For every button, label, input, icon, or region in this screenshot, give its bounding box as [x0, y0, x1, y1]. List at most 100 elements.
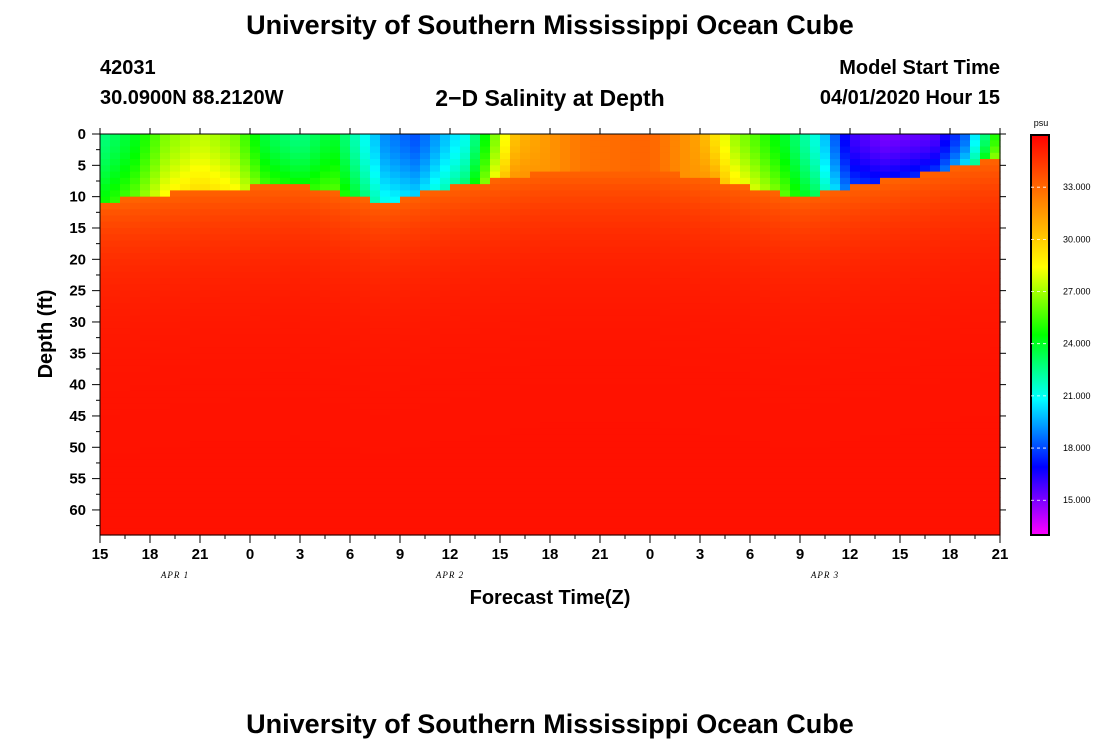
- heatmap-cell: [330, 234, 341, 242]
- heatmap-cell: [190, 403, 201, 411]
- heatmap-cell: [600, 215, 611, 223]
- heatmap-cell: [800, 403, 811, 411]
- heatmap-cell: [400, 340, 411, 348]
- heatmap-cell: [560, 347, 571, 354]
- heatmap-cell: [190, 221, 201, 229]
- heatmap-cell: [540, 159, 551, 166]
- heatmap-cell: [820, 472, 831, 480]
- heatmap-cell: [850, 334, 861, 342]
- heatmap-cell: [730, 290, 741, 298]
- heatmap-cell: [260, 422, 271, 430]
- heatmap-cell: [470, 472, 481, 480]
- heatmap-cell: [610, 334, 621, 342]
- heatmap-cell: [850, 340, 861, 348]
- heatmap-cell: [480, 516, 491, 524]
- heatmap-cell: [110, 315, 121, 323]
- heatmap-cell: [850, 296, 861, 304]
- heatmap-cell: [530, 259, 541, 267]
- heatmap-cell: [500, 296, 511, 304]
- heatmap-cell: [360, 321, 371, 329]
- heatmap-cell: [510, 447, 521, 455]
- heatmap-cell: [770, 146, 781, 154]
- heatmap-cell: [790, 259, 801, 267]
- heatmap-cell: [460, 447, 471, 455]
- heatmap-cell: [300, 472, 311, 480]
- heatmap-cell: [350, 171, 361, 179]
- heatmap-cell: [220, 428, 231, 436]
- heatmap-cell: [570, 434, 581, 442]
- heatmap-cell: [740, 453, 751, 461]
- heatmap-cell: [780, 422, 791, 430]
- heatmap-cell: [290, 227, 301, 235]
- heatmap-cell: [210, 397, 221, 405]
- heatmap-cell: [520, 459, 531, 467]
- heatmap-cell: [740, 353, 751, 361]
- heatmap-cell: [390, 265, 401, 273]
- heatmap-cell: [800, 259, 811, 267]
- heatmap-cell: [740, 177, 751, 185]
- heatmap-cell: [680, 472, 691, 480]
- heatmap-cell: [250, 234, 261, 242]
- heatmap-cell: [520, 466, 531, 473]
- heatmap-cell: [760, 259, 771, 267]
- heatmap-cell: [570, 365, 581, 373]
- heatmap-cell: [590, 152, 601, 160]
- heatmap-cell: [420, 522, 431, 530]
- heatmap-cell: [490, 509, 501, 517]
- heatmap-cell: [590, 134, 601, 141]
- heatmap-cell: [460, 278, 471, 285]
- heatmap-cell: [540, 190, 551, 198]
- heatmap-cell: [290, 340, 301, 348]
- heatmap-cell: [500, 522, 511, 530]
- heatmap-cell: [190, 296, 201, 304]
- heatmap-cell: [300, 209, 311, 217]
- heatmap-cell: [320, 309, 331, 317]
- heatmap-cell: [190, 234, 201, 242]
- heatmap-cell: [590, 428, 601, 436]
- heatmap-cell: [400, 522, 411, 530]
- heatmap-cell: [150, 459, 161, 467]
- heatmap-cell: [360, 359, 371, 367]
- heatmap-cell: [170, 134, 181, 141]
- heatmap-cell: [540, 472, 551, 480]
- heatmap-cell: [180, 221, 191, 229]
- heatmap-cell: [620, 390, 631, 398]
- heatmap-cell: [220, 415, 231, 423]
- heatmap-cell: [630, 453, 641, 461]
- heatmap-cell: [130, 265, 141, 273]
- heatmap-cell: [770, 459, 781, 467]
- heatmap-cell: [100, 290, 111, 298]
- heatmap-cell: [290, 390, 301, 398]
- heatmap-cell: [640, 522, 651, 530]
- heatmap-cell: [140, 372, 151, 379]
- heatmap-cell: [870, 409, 881, 417]
- heatmap-cell: [300, 359, 311, 367]
- heatmap-cell: [270, 146, 281, 154]
- heatmap-cell: [810, 171, 821, 179]
- heatmap-cell: [270, 491, 281, 499]
- heatmap-cell: [540, 503, 551, 511]
- heatmap-cell: [480, 159, 491, 166]
- heatmap-cell: [330, 472, 341, 480]
- heatmap-cell: [300, 296, 311, 304]
- heatmap-cell: [170, 253, 181, 260]
- heatmap-cell: [590, 509, 601, 517]
- heatmap-cell: [560, 428, 571, 436]
- heatmap-cell: [150, 234, 161, 242]
- heatmap-cell: [800, 171, 811, 179]
- heatmap-cell: [210, 503, 221, 511]
- heatmap-cell: [140, 321, 151, 329]
- heatmap-cell: [860, 516, 871, 524]
- heatmap-cell: [590, 146, 601, 154]
- heatmap-cell: [620, 372, 631, 379]
- heatmap-cell: [210, 221, 221, 229]
- heatmap-cell: [510, 503, 521, 511]
- heatmap-cell: [760, 190, 771, 198]
- heatmap-cell: [800, 378, 811, 386]
- heatmap-cell: [290, 472, 301, 480]
- heatmap-cell: [840, 503, 851, 511]
- heatmap-cell: [100, 484, 111, 492]
- heatmap-cell: [580, 246, 591, 254]
- heatmap-cell: [700, 134, 711, 141]
- heatmap-cell: [280, 472, 291, 480]
